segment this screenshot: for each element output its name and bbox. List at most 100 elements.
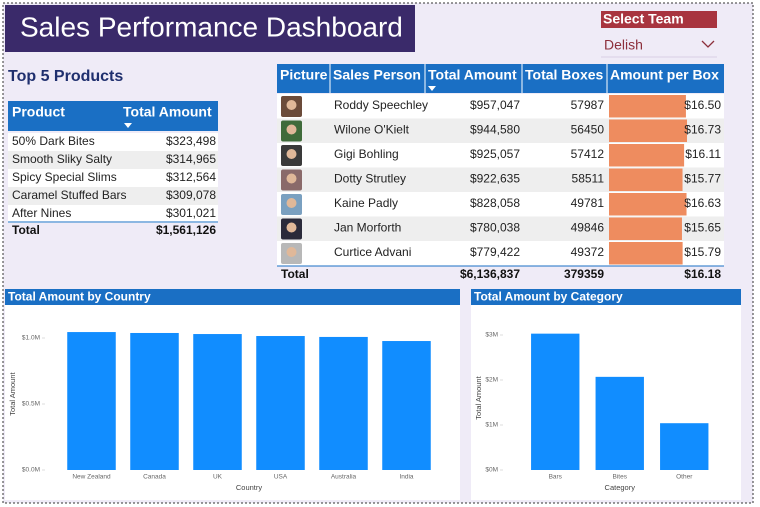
header-bg <box>277 64 724 93</box>
cell: $323,498 <box>166 134 216 148</box>
column-header: Sales Person <box>333 67 421 83</box>
row-bg <box>8 151 218 169</box>
cell: Smooth Sliky Salty <box>12 152 112 166</box>
data-bar <box>609 242 683 265</box>
y-tick-label: $0.0M <box>22 467 40 474</box>
cell: 57987 <box>571 98 605 112</box>
chart-title-bg <box>5 289 460 305</box>
cell: $16.11 <box>685 147 721 161</box>
x-tick-label: Australia <box>331 474 357 481</box>
cell: After Nines <box>12 206 71 220</box>
y-tick-label: $1M <box>485 422 498 429</box>
data-bar <box>609 168 683 191</box>
x-tick-label: USA <box>274 474 288 481</box>
cell: 49781 <box>571 196 605 210</box>
cell: $309,078 <box>166 188 216 202</box>
chart-title-bg <box>471 289 741 305</box>
cell: Caramel Stuffed Bars <box>12 188 127 202</box>
bar <box>531 333 580 470</box>
total-cell: 379359 <box>564 267 604 281</box>
cell: $16.63 <box>684 196 721 210</box>
row-bg <box>8 133 218 151</box>
row-bg <box>8 169 218 187</box>
data-bar <box>609 217 682 240</box>
row-bg <box>8 187 218 205</box>
bar <box>130 332 179 470</box>
cell: Kaine Padly <box>334 196 398 210</box>
cell: Jan Morforth <box>334 221 401 235</box>
cell: 56450 <box>571 123 605 137</box>
y-tick-label: $3M <box>485 332 498 339</box>
y-axis-title: Total Amount <box>8 372 17 416</box>
x-axis-title: Category <box>605 483 636 492</box>
avatar-face <box>286 247 297 257</box>
avatar-face <box>286 124 297 135</box>
cell: Roddy Speechley <box>334 98 428 112</box>
y-axis-title: Total Amount <box>474 375 483 419</box>
cell: $15.79 <box>684 245 721 259</box>
slicer-value[interactable]: Delish <box>604 37 643 53</box>
slicer-chevron[interactable] <box>701 40 715 48</box>
y-tick-label: $0.5M <box>22 401 40 408</box>
bar <box>595 376 644 470</box>
cell: Spicy Special Slims <box>12 170 117 184</box>
sort-arrow <box>124 123 132 128</box>
column-header: Total Amount <box>123 104 212 120</box>
row-bg <box>8 205 218 223</box>
cell: 49372 <box>571 245 605 259</box>
cell: Gigi Bohling <box>334 147 399 161</box>
data-bar <box>609 144 685 167</box>
cell: 57412 <box>571 147 605 161</box>
cell: $779,422 <box>470 245 520 259</box>
avatar-face <box>286 198 297 208</box>
total-label: Total <box>12 223 40 237</box>
total-value: $1,561,126 <box>156 223 216 237</box>
x-tick-label: Canada <box>143 474 166 481</box>
cell: Dotty Strutley <box>334 172 406 186</box>
x-tick-label: India <box>399 474 413 481</box>
column-header: Amount per Box <box>610 67 719 83</box>
avatar-face <box>286 100 297 110</box>
x-axis-title: Country <box>236 483 263 492</box>
slicer-label: Select Team <box>603 11 684 27</box>
cell: 50% Dark Bites <box>12 134 95 148</box>
total-cell: Total <box>281 267 309 281</box>
y-tick-label: $2M <box>485 377 498 384</box>
x-tick-label: UK <box>213 474 223 481</box>
chart-title: Total Amount by Country <box>8 290 151 304</box>
y-tick-label: $0M <box>485 467 498 474</box>
cell: $925,057 <box>470 147 520 161</box>
x-tick-label: New Zealand <box>72 474 111 481</box>
bar <box>660 423 709 470</box>
y-tick-label: $1.0M <box>22 335 40 342</box>
cell: 58511 <box>572 172 605 186</box>
slicer-header <box>601 11 717 28</box>
column-header: Total Boxes <box>525 67 604 83</box>
products-title: Top 5 Products <box>8 68 123 85</box>
avatar-face <box>286 149 297 159</box>
bar <box>382 341 431 470</box>
cell: $944,580 <box>470 123 520 137</box>
column-header: Picture <box>280 67 328 83</box>
column-header: Product <box>12 104 65 120</box>
bar <box>193 334 242 470</box>
bar <box>67 332 116 470</box>
charts: Total Amount by Country $0.0M $0.5M $1.0M Ne… <box>5 289 741 500</box>
avatar-face <box>286 222 297 233</box>
title-box <box>5 5 415 52</box>
data-bar <box>609 95 686 118</box>
cell: $312,564 <box>166 170 216 184</box>
cell: $957,047 <box>470 98 520 112</box>
cell: $780,038 <box>470 221 520 235</box>
cell: $314,965 <box>166 152 216 166</box>
cell: $301,021 <box>166 206 216 220</box>
sales-table: Picture Sales Person Total Amount Total Box… <box>277 64 724 281</box>
cell: $16.50 <box>684 98 721 112</box>
cell: Wilone O'Kielt <box>334 123 410 137</box>
products-table: Product Total Amount 50% Dark Bites $323,49… <box>8 101 218 237</box>
cell: 49846 <box>571 221 605 235</box>
data-bar <box>609 193 687 216</box>
bar <box>319 336 368 470</box>
total-cell: $6,136,837 <box>460 267 520 281</box>
